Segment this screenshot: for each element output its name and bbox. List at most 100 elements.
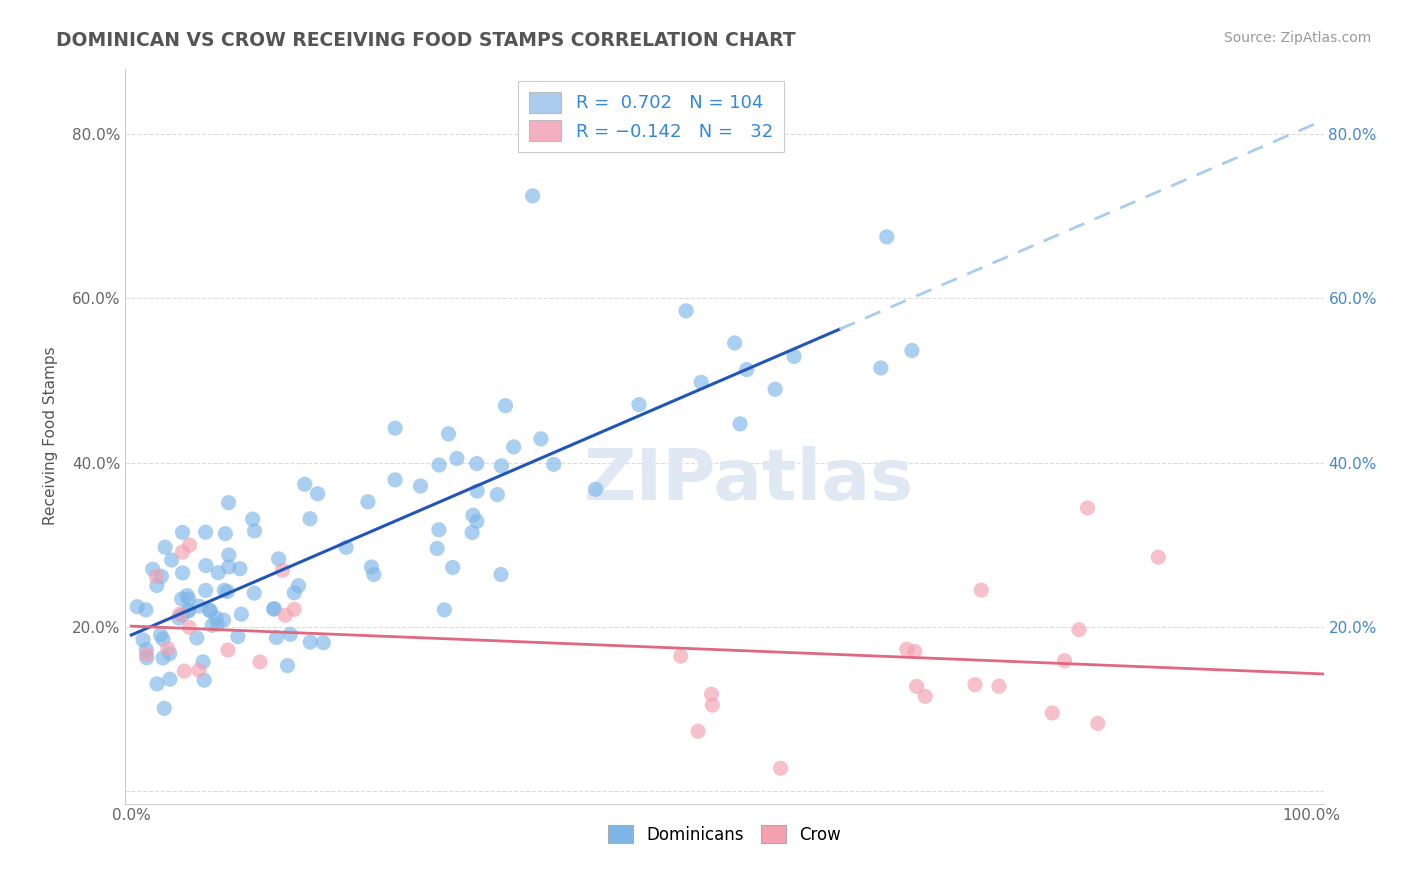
Point: [522, 189, 544, 203]
Point: [901, 343, 924, 358]
Point: [142, 562, 165, 576]
Point: [700, 687, 723, 701]
Point: [461, 525, 484, 540]
Point: [465, 484, 488, 499]
Point: [159, 672, 181, 686]
Point: [1053, 654, 1076, 668]
Point: [441, 560, 464, 574]
Point: [433, 603, 456, 617]
Point: [173, 664, 195, 678]
Point: [870, 361, 893, 376]
Point: [152, 651, 174, 665]
Point: [135, 650, 157, 665]
Point: [271, 563, 294, 577]
Point: [904, 644, 927, 658]
Point: [426, 541, 449, 556]
Point: [149, 628, 172, 642]
Point: [384, 473, 406, 487]
Point: [266, 631, 288, 645]
Point: [146, 578, 169, 592]
Point: [335, 541, 357, 555]
Point: [156, 641, 179, 656]
Point: [153, 540, 176, 554]
Point: [486, 487, 509, 501]
Point: [294, 477, 316, 491]
Point: [312, 636, 335, 650]
Point: [218, 495, 240, 509]
Point: [276, 658, 298, 673]
Point: [530, 432, 553, 446]
Point: [585, 482, 607, 496]
Point: [970, 583, 993, 598]
Point: [172, 566, 194, 580]
Point: [243, 524, 266, 538]
Point: [905, 680, 928, 694]
Point: [217, 584, 239, 599]
Point: [735, 362, 758, 376]
Point: [226, 630, 249, 644]
Point: [242, 512, 264, 526]
Point: [283, 585, 305, 599]
Point: [914, 690, 936, 704]
Point: [446, 451, 468, 466]
Point: [987, 679, 1010, 693]
Point: [207, 566, 229, 580]
Point: [179, 538, 201, 552]
Point: [769, 761, 792, 775]
Point: [384, 421, 406, 435]
Point: [465, 457, 488, 471]
Point: [132, 632, 155, 647]
Point: [127, 599, 149, 614]
Point: [194, 525, 217, 540]
Point: [690, 376, 713, 390]
Point: [357, 495, 380, 509]
Point: [218, 560, 240, 574]
Point: [214, 583, 236, 598]
Point: [728, 417, 751, 431]
Point: [135, 648, 157, 662]
Point: [963, 678, 986, 692]
Point: [465, 515, 488, 529]
Point: [283, 602, 305, 616]
Point: [160, 553, 183, 567]
Point: [135, 642, 157, 657]
Point: [167, 611, 190, 625]
Point: [218, 548, 240, 562]
Point: [170, 591, 193, 606]
Point: [231, 607, 253, 622]
Text: ZIPatlas: ZIPatlas: [583, 446, 914, 515]
Point: [243, 586, 266, 600]
Point: [177, 604, 200, 618]
Point: [409, 479, 432, 493]
Point: [217, 643, 239, 657]
Point: [200, 604, 222, 618]
Point: [543, 458, 565, 472]
Point: [191, 655, 214, 669]
Point: [188, 663, 211, 677]
Point: [489, 567, 512, 582]
Point: [172, 525, 194, 540]
Point: [212, 613, 235, 627]
Point: [783, 350, 806, 364]
Point: [502, 440, 524, 454]
Point: [198, 603, 221, 617]
Point: [627, 398, 650, 412]
Point: [207, 617, 229, 632]
Point: [1147, 550, 1170, 565]
Point: [427, 458, 450, 472]
Point: [194, 583, 217, 598]
Point: [146, 677, 169, 691]
Point: [150, 569, 173, 583]
Text: DOMINICAN VS CROW RECEIVING FOOD STAMPS CORRELATION CHART: DOMINICAN VS CROW RECEIVING FOOD STAMPS …: [56, 31, 796, 50]
Point: [1087, 716, 1109, 731]
Point: [201, 618, 224, 632]
Text: Source: ZipAtlas.com: Source: ZipAtlas.com: [1223, 31, 1371, 45]
Point: [176, 589, 198, 603]
Point: [263, 601, 285, 615]
Point: [194, 558, 217, 573]
Point: [461, 508, 484, 523]
Point: [427, 523, 450, 537]
Point: [307, 487, 329, 501]
Point: [145, 569, 167, 583]
Point: [205, 611, 228, 625]
